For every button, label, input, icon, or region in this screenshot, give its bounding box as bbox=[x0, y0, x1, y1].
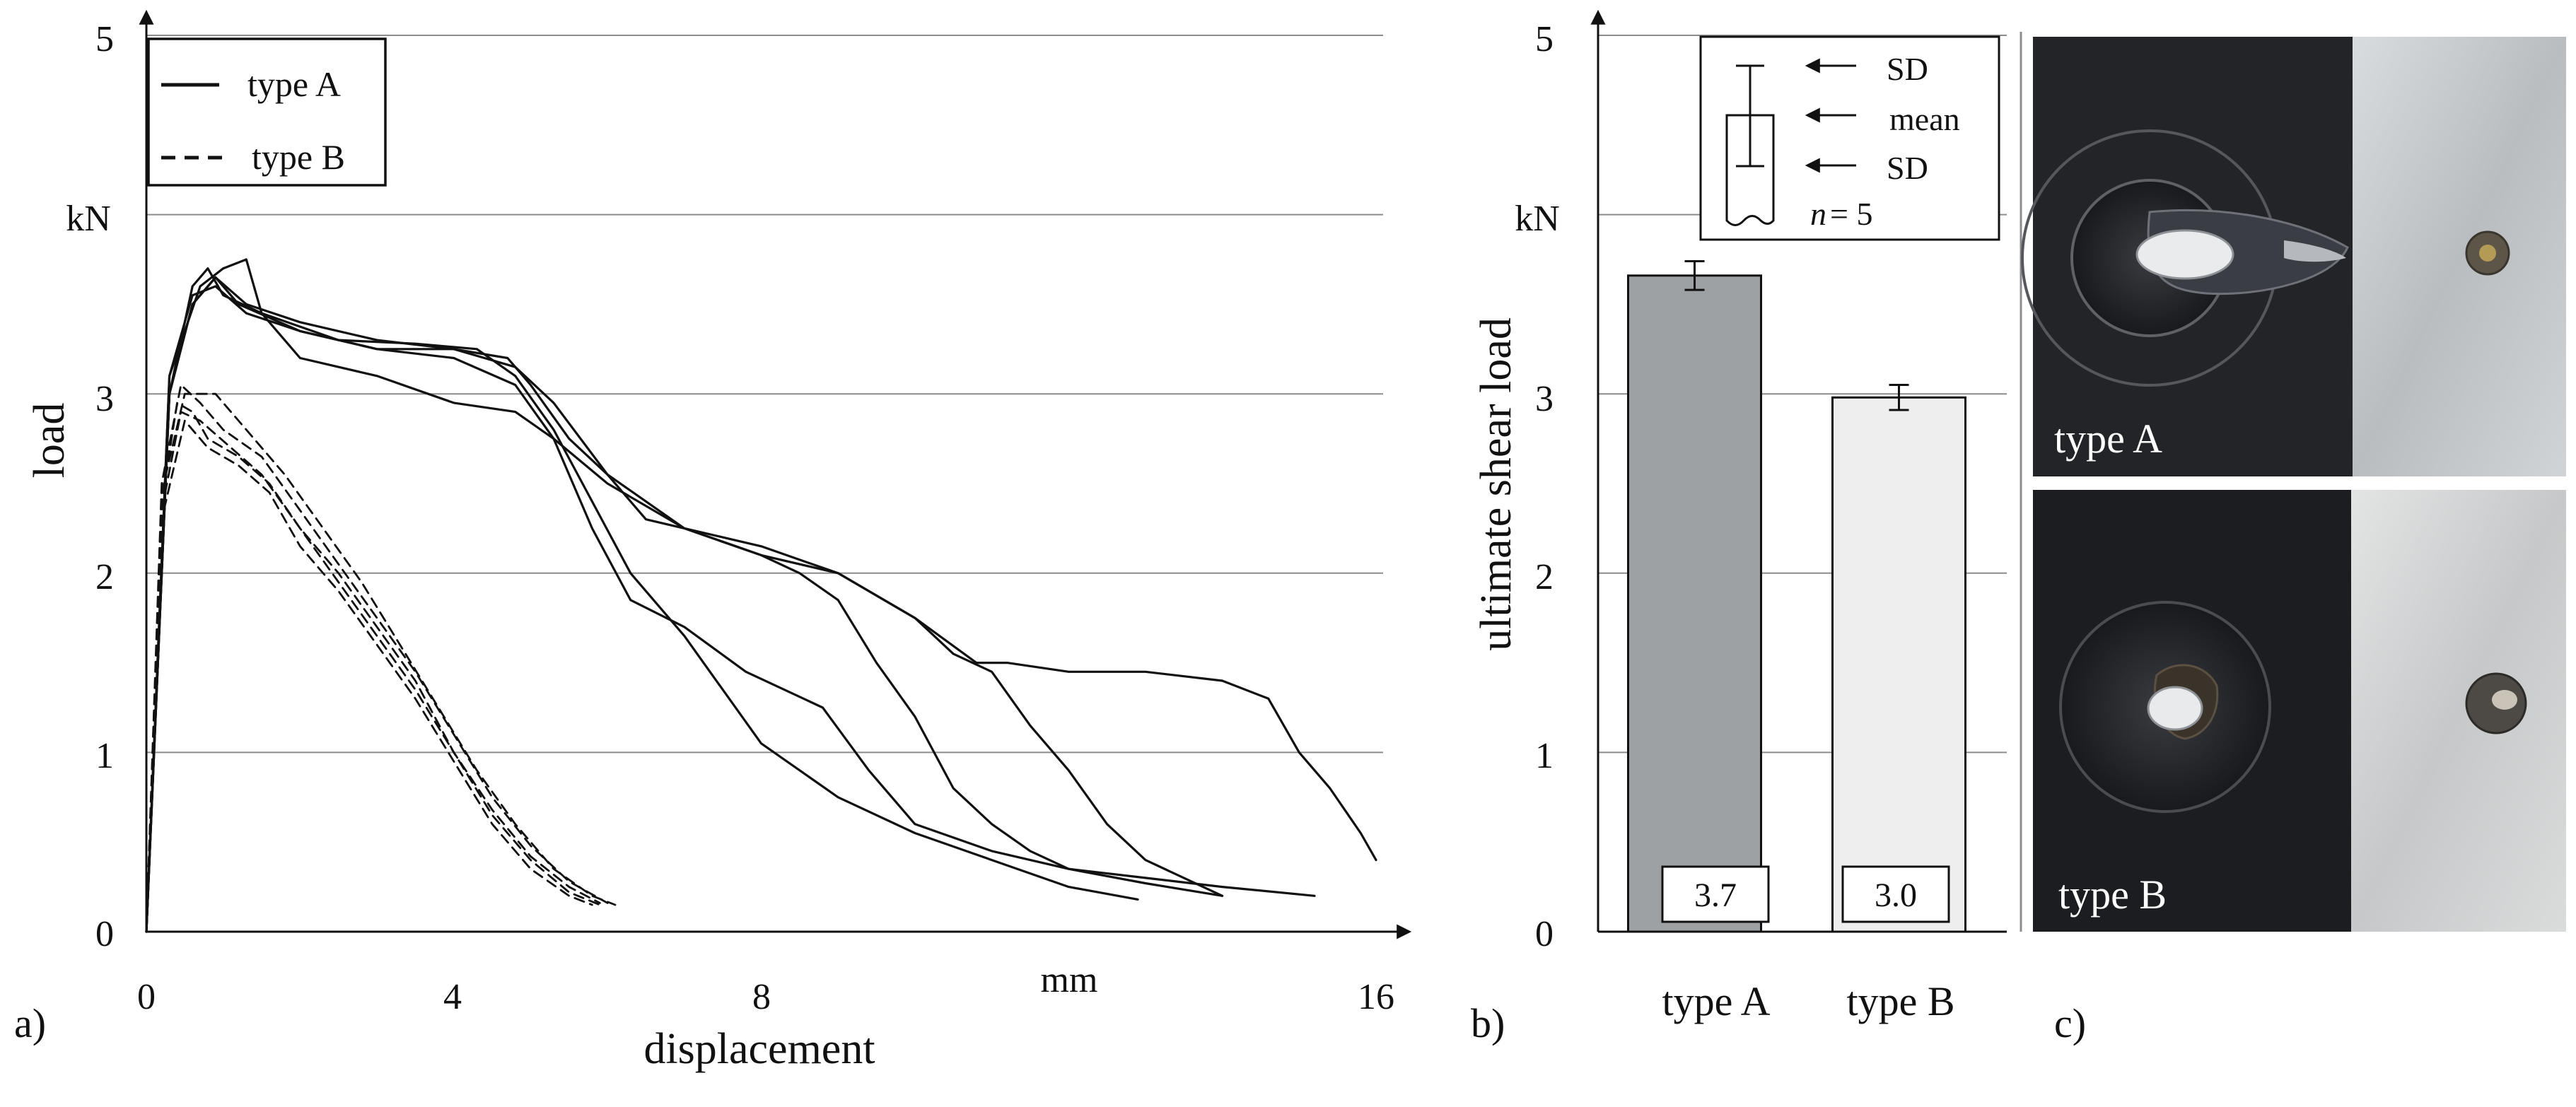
curve-type-b-9 bbox=[145, 392, 617, 933]
chart-a-gridlines bbox=[146, 35, 1383, 754]
curve-type-b-10 bbox=[145, 411, 601, 933]
chart-a-legend-box bbox=[147, 37, 387, 187]
chart-a-curves bbox=[145, 258, 1377, 933]
chart-a-legend: type A type B bbox=[147, 37, 387, 187]
photo-a-hole bbox=[2135, 229, 2234, 280]
bar-type-b bbox=[1831, 396, 1966, 933]
chart-b-error-bars bbox=[1684, 260, 1909, 411]
x-tick-unit-mm: mm bbox=[1041, 960, 1098, 1000]
chart-b-y-tick-labels: 5 kN 3 2 1 0 bbox=[1515, 19, 1560, 954]
chart-a-y-label: load bbox=[25, 403, 74, 479]
y-tick-3: 3 bbox=[95, 379, 114, 419]
load-displacement-chart: 5 kN 3 2 1 0 0 4 8 mm 16 displacement lo… bbox=[25, 9, 1412, 1073]
chart-a-y-tick-labels: 5 kN 3 2 1 0 bbox=[66, 19, 114, 954]
photo-b-metal-plate bbox=[2351, 490, 2566, 932]
legend-label-mean: mean bbox=[1889, 101, 1960, 137]
curve-type-a-4 bbox=[145, 285, 1224, 933]
curve-type-a-2 bbox=[145, 276, 1224, 933]
photo-label-type-b: type B bbox=[2058, 872, 2167, 918]
x-tick-4: 4 bbox=[443, 977, 462, 1017]
b-y-tick-5: 5 bbox=[1535, 19, 1554, 59]
chart-a-x-label: displacement bbox=[643, 1025, 875, 1073]
curve-type-a-3 bbox=[145, 258, 1316, 933]
value-box-type-a bbox=[1661, 865, 1770, 923]
legend-label-sd-top: SD bbox=[1887, 51, 1928, 87]
curve-type-b-6 bbox=[145, 402, 601, 933]
legend-label-type-b: type B bbox=[252, 137, 345, 177]
photo-a-metal-plate bbox=[2353, 37, 2566, 476]
photo-a-rivet-core bbox=[2479, 245, 2496, 262]
panel-label-c: c) bbox=[2054, 1000, 2086, 1046]
category-label-type-a: type A bbox=[1662, 978, 1770, 1024]
x-tick-0: 0 bbox=[137, 977, 156, 1017]
legend-bar-glyph bbox=[1725, 114, 1775, 226]
legend-n-value: = 5 bbox=[1830, 196, 1872, 232]
b-y-tick-0: 0 bbox=[1535, 914, 1554, 954]
photo-b-hole bbox=[2147, 686, 2203, 731]
b-y-tick-3: 3 bbox=[1535, 379, 1554, 419]
chart-b-legend: SD mean SD n = 5 bbox=[1699, 35, 2000, 241]
bar-type-a bbox=[1627, 274, 1762, 933]
photo-type-b: type B bbox=[2033, 490, 2566, 932]
value-box-type-b bbox=[1841, 865, 1950, 923]
curve-type-b-8 bbox=[145, 419, 593, 933]
b-y-tick-1: 1 bbox=[1535, 736, 1554, 776]
y-tick-1: 1 bbox=[95, 736, 114, 776]
chart-a-x-tick-labels: 0 4 8 mm 16 bbox=[137, 960, 1394, 1017]
photo-b-rivet-core bbox=[2492, 690, 2517, 710]
panel-label-a: a) bbox=[14, 1000, 46, 1046]
y-tick-0: 0 bbox=[95, 914, 114, 954]
x-tick-8: 8 bbox=[752, 977, 771, 1017]
photo-type-a: type A bbox=[2021, 37, 2566, 476]
y-tick-2: 2 bbox=[95, 557, 114, 597]
curve-type-a-1 bbox=[145, 267, 1139, 933]
x-tick-16: 16 bbox=[1358, 977, 1394, 1017]
y-tick-5: 5 bbox=[95, 19, 114, 59]
b-y-tick-unit-kn: kN bbox=[1515, 199, 1560, 239]
chart-b-category-labels: type A type B bbox=[1662, 978, 1954, 1024]
ultimate-shear-load-chart: 5 kN 3 2 1 0 ultimate shear load type A … bbox=[1472, 9, 2007, 1024]
legend-n-label: n bbox=[1810, 196, 1826, 232]
y-tick-unit-kn: kN bbox=[66, 199, 111, 239]
chart-b-y-label: ultimate shear load bbox=[1472, 317, 1520, 651]
chart-b-value-labels: 3.7 3.0 bbox=[1661, 865, 1950, 923]
panel-label-b: b) bbox=[1471, 1000, 1505, 1046]
photo-label-type-a: type A bbox=[2054, 416, 2162, 462]
category-label-type-b: type B bbox=[1846, 978, 1954, 1024]
chart-b-bars bbox=[1627, 274, 1966, 933]
legend-label-sd-bottom: SD bbox=[1887, 150, 1928, 186]
curve-type-b-7 bbox=[145, 384, 609, 933]
value-label-type-a: 3.7 bbox=[1694, 877, 1737, 914]
value-label-type-b: 3.0 bbox=[1875, 877, 1917, 914]
curve-type-a-5 bbox=[145, 276, 1377, 933]
photo-a-shine bbox=[2284, 240, 2346, 262]
b-y-tick-2: 2 bbox=[1535, 557, 1554, 597]
legend-label-type-a: type A bbox=[247, 64, 341, 104]
